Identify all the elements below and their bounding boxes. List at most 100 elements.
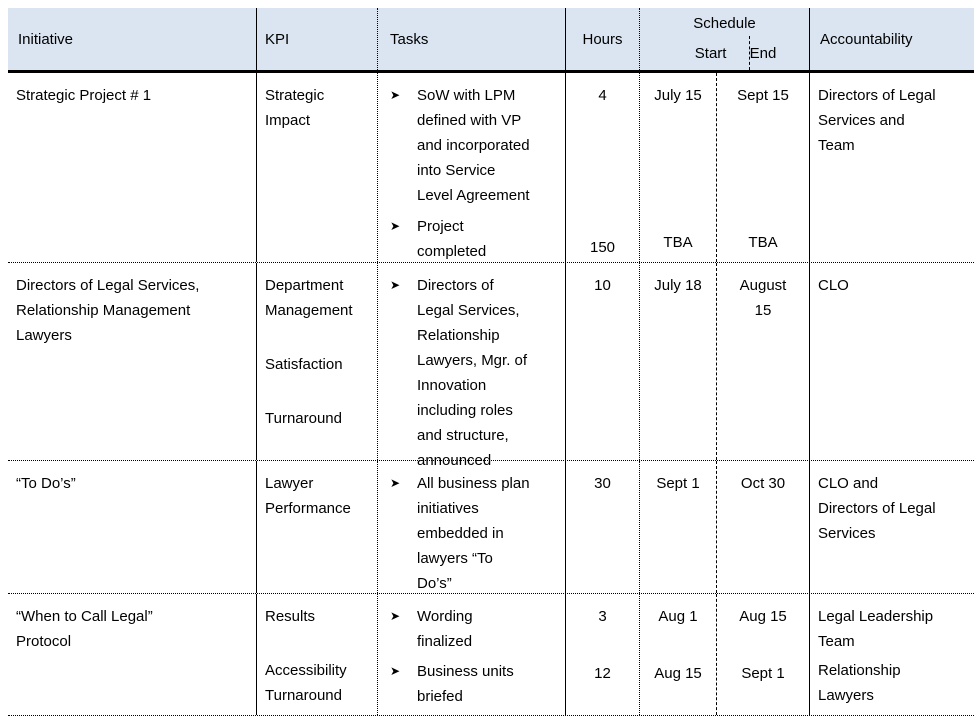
kpi-text: Satisfaction xyxy=(265,356,343,373)
header-schedule-label: Schedule xyxy=(693,15,756,32)
end-date: Sept 15 xyxy=(737,87,789,104)
start-date: Aug 15 xyxy=(654,665,702,682)
hours-value: 150 xyxy=(589,239,616,256)
header-schedule-title: Schedule xyxy=(693,8,756,36)
accountability-cell: CLO xyxy=(810,263,974,460)
table-row: “To Do’s” Lawyer Performance ➤ All busine… xyxy=(8,461,974,594)
task-text: Project completed xyxy=(417,218,487,260)
kpi-text: Department Management xyxy=(265,277,353,319)
bullet-arrow-icon: ➤ xyxy=(390,609,401,623)
task-text: Directors of Legal Services, Relationshi… xyxy=(417,277,528,469)
task-item: ➤ Directors of Legal Services, Relationsh… xyxy=(390,273,561,473)
start-cell: July 15 TBA xyxy=(640,73,717,262)
kpi-cell: Department Management Satisfaction Turna… xyxy=(257,263,378,460)
header-initiative: Initiative xyxy=(8,8,257,70)
accountability-cell: Legal Leadership Team Relationship Lawye… xyxy=(810,594,974,715)
kpi-text: Results xyxy=(265,608,316,625)
header-accountability: Accountability xyxy=(810,8,974,70)
end-cell: Aug 15 Sept 1 xyxy=(717,594,810,715)
header-tasks: Tasks xyxy=(378,8,566,70)
initiative-text: “To Do’s” xyxy=(16,475,76,492)
tasks-cell: ➤ All business plan initiatives embedded … xyxy=(378,461,566,593)
task-item: ➤ Business units briefed xyxy=(390,659,561,709)
initiative-text: Strategic Project # 1 xyxy=(16,87,152,104)
kpi-cell: Results Accessibility Turnaround xyxy=(257,594,378,715)
header-hours-label: Hours xyxy=(582,30,623,48)
kpi-cell: Strategic Impact xyxy=(257,73,378,262)
hours-value: 10 xyxy=(594,277,611,294)
hours-value: 30 xyxy=(594,475,611,492)
tasks-cell: ➤ Wording finalized ➤ Business units brief… xyxy=(378,594,566,715)
header-kpi: KPI xyxy=(257,8,378,70)
initiative-text: “When to Call Legal” Protocol xyxy=(16,608,153,650)
kpi-text: Accessibility Turnaround xyxy=(265,662,347,704)
task-item: ➤ SoW with LPM defined with VP and incorp… xyxy=(390,83,561,208)
accountability-text: Directors of Legal Services and Team xyxy=(818,87,936,154)
task-item: ➤ Wording finalized xyxy=(390,604,561,654)
header-kpi-label: KPI xyxy=(265,30,290,48)
task-text: SoW with LPM defined with VP and incorpo… xyxy=(417,87,530,204)
header-tasks-label: Tasks xyxy=(390,30,429,48)
kpi-text: Turnaround xyxy=(265,410,342,427)
kpi-cell: Lawyer Performance xyxy=(257,461,378,593)
initiative-cell: “To Do’s” xyxy=(8,461,257,593)
accountability-text: Relationship Lawyers xyxy=(818,662,901,704)
task-item: ➤ Project completed xyxy=(390,214,561,264)
bullet-arrow-icon: ➤ xyxy=(390,88,401,102)
table-row: Directors of Legal Services, Relationshi… xyxy=(8,263,974,469)
accountability-text: CLO and Directors of Legal Services xyxy=(818,475,936,542)
end-date: Oct 30 xyxy=(740,475,786,492)
bullet-arrow-icon: ➤ xyxy=(390,278,401,292)
header-end-label: End xyxy=(749,44,777,62)
start-date: July 15 xyxy=(654,87,702,104)
end-cell: August 15 xyxy=(717,263,810,460)
end-cell: Oct 30 xyxy=(717,461,810,593)
accountability-cell: Directors of Legal Services and Team xyxy=(810,73,974,262)
bullet-arrow-icon: ➤ xyxy=(390,476,401,490)
start-date: Sept 1 xyxy=(656,475,700,492)
hours-value: 3 xyxy=(598,608,607,625)
header-initiative-label: Initiative xyxy=(18,30,74,48)
end-date: Aug 15 xyxy=(739,608,787,625)
table-header-row: Initiative KPI Tasks Hours Schedule Star… xyxy=(8,8,974,73)
end-cell: Sept 15 TBA xyxy=(717,73,810,262)
end-date: Sept 1 xyxy=(741,665,785,682)
task-item: ➤ All business plan initiatives embedded … xyxy=(390,471,561,596)
bullet-arrow-icon: ➤ xyxy=(390,664,401,678)
start-cell: July 18 xyxy=(640,263,717,460)
start-cell: Aug 1 Aug 15 xyxy=(640,594,717,715)
header-accountability-label: Accountability xyxy=(820,30,913,48)
start-cell: Sept 1 xyxy=(640,461,717,593)
header-schedule-subrow: Start End xyxy=(673,36,777,70)
header-end: End xyxy=(750,36,777,70)
header-hours: Hours xyxy=(566,8,640,70)
initiatives-table: Initiative KPI Tasks Hours Schedule Star… xyxy=(8,8,974,716)
start-date: July 18 xyxy=(654,277,702,294)
accountability-cell: CLO and Directors of Legal Services xyxy=(810,461,974,593)
header-start-label: Start xyxy=(694,44,727,62)
table-row: Strategic Project # 1 Strategic Impact ➤… xyxy=(8,73,974,263)
hours-cell: 10 xyxy=(566,263,640,460)
initiative-cell: “When to Call Legal” Protocol xyxy=(8,594,257,715)
hours-value: 4 xyxy=(598,87,607,104)
hours-value: 12 xyxy=(594,665,611,682)
bullet-arrow-icon: ➤ xyxy=(390,219,401,233)
kpi-text: Strategic Impact xyxy=(265,87,325,129)
kpi-text: Lawyer Performance xyxy=(265,475,351,517)
initiative-text: Directors of Legal Services, Relationshi… xyxy=(16,277,200,344)
initiative-cell: Strategic Project # 1 xyxy=(8,73,257,262)
end-date: TBA xyxy=(748,234,778,251)
start-date: Aug 1 xyxy=(658,608,698,625)
hours-cell: 3 12 xyxy=(566,594,640,715)
tasks-cell: ➤ Directors of Legal Services, Relationsh… xyxy=(378,263,566,469)
task-text: Business units briefed xyxy=(417,663,514,705)
table-row: “When to Call Legal” Protocol Results Ac… xyxy=(8,594,974,716)
start-date: TBA xyxy=(663,234,693,251)
tasks-cell: ➤ SoW with LPM defined with VP and incorp… xyxy=(378,73,566,262)
end-date: August 15 xyxy=(739,277,787,319)
hours-cell: 30 xyxy=(566,461,640,593)
header-start: Start xyxy=(673,36,750,70)
task-text: All business plan initiatives embedded i… xyxy=(417,475,530,592)
accountability-text: Legal Leadership Team xyxy=(818,608,934,650)
